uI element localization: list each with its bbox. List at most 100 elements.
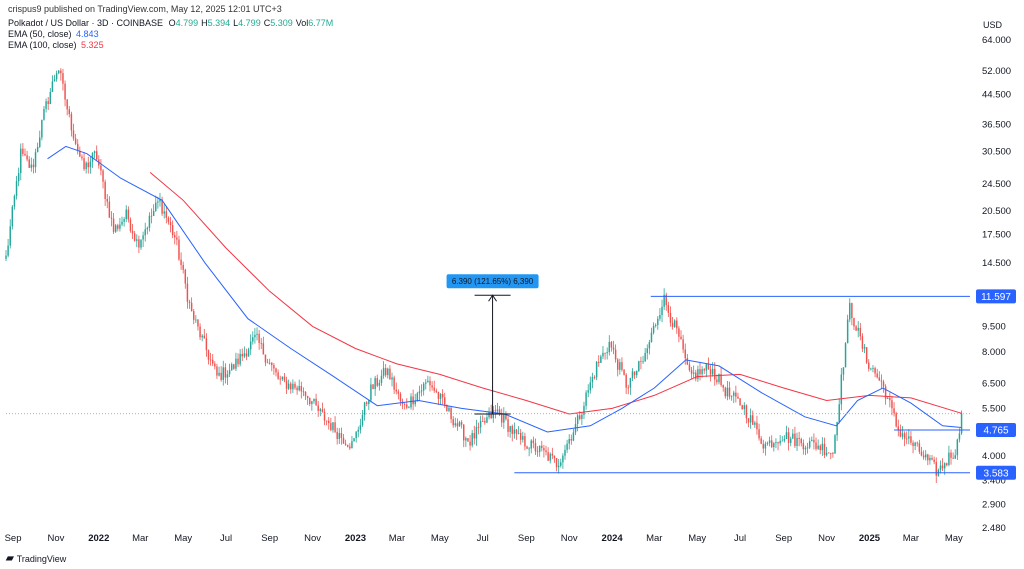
candle bbox=[159, 199, 161, 202]
candle bbox=[836, 422, 838, 436]
candle bbox=[70, 114, 73, 131]
publisher-note: crispus9 published on TradingView.com, M… bbox=[8, 4, 282, 14]
candle bbox=[311, 401, 313, 404]
candle bbox=[536, 451, 539, 453]
candle bbox=[180, 259, 182, 266]
candle bbox=[671, 322, 674, 327]
candle bbox=[519, 432, 522, 440]
x-tick-label: Mar bbox=[132, 533, 148, 544]
candle bbox=[806, 447, 809, 449]
candle bbox=[581, 414, 583, 419]
candle bbox=[522, 436, 524, 440]
candle bbox=[530, 440, 532, 449]
candle bbox=[705, 364, 708, 371]
candle bbox=[429, 380, 431, 386]
candle bbox=[418, 391, 421, 394]
y-tick-label: 44.500 bbox=[982, 90, 1011, 101]
candle bbox=[304, 391, 307, 396]
candle bbox=[408, 407, 410, 409]
candle bbox=[682, 339, 684, 350]
candle bbox=[614, 349, 617, 360]
candle bbox=[800, 439, 802, 444]
candle bbox=[292, 383, 294, 390]
candle bbox=[927, 454, 929, 461]
x-tick-label: Mar bbox=[903, 533, 919, 544]
ohlc-label-h: H bbox=[201, 18, 208, 28]
candle bbox=[207, 350, 210, 360]
candle bbox=[802, 443, 805, 450]
candle bbox=[695, 372, 697, 380]
candle bbox=[226, 374, 229, 378]
candle bbox=[74, 138, 77, 144]
candle bbox=[821, 443, 824, 451]
candle bbox=[256, 333, 258, 335]
ohlc-label-o: O bbox=[168, 18, 176, 28]
candle bbox=[775, 442, 777, 444]
candle bbox=[427, 380, 429, 383]
measure-label: 6.390 (121.65%) 6,390 bbox=[452, 277, 534, 286]
candle bbox=[534, 443, 537, 452]
measure-label-box bbox=[446, 274, 539, 289]
currency-label: USD bbox=[982, 20, 1002, 30]
candle bbox=[300, 386, 303, 392]
candle bbox=[886, 397, 889, 399]
candle bbox=[258, 333, 260, 343]
candle bbox=[498, 409, 501, 414]
candle bbox=[403, 404, 406, 405]
candle bbox=[479, 421, 482, 428]
y-tick-label: 6.500 bbox=[982, 378, 1006, 389]
candle bbox=[431, 385, 433, 388]
candle bbox=[718, 374, 720, 383]
ema50-legend[interactable]: EMA (50, close) 4.843 bbox=[8, 29, 333, 40]
candle bbox=[43, 108, 45, 120]
candle bbox=[357, 429, 360, 432]
candle bbox=[899, 429, 902, 437]
candle bbox=[777, 442, 779, 444]
candle bbox=[444, 397, 446, 405]
x-tick-label: Nov bbox=[47, 533, 64, 544]
x-tick-label: May bbox=[174, 533, 192, 544]
candle bbox=[593, 377, 596, 378]
candle bbox=[524, 436, 526, 447]
ema100-legend[interactable]: EMA (100, close) 5.325 bbox=[8, 40, 333, 51]
candle bbox=[346, 444, 349, 447]
candle bbox=[733, 392, 735, 396]
candle bbox=[893, 408, 895, 414]
candle bbox=[197, 319, 199, 327]
candle bbox=[247, 349, 250, 357]
candle bbox=[370, 384, 372, 401]
ema100-line bbox=[149, 172, 962, 415]
candle bbox=[325, 420, 328, 422]
candle bbox=[138, 239, 140, 248]
candle bbox=[249, 341, 252, 350]
candle bbox=[437, 391, 440, 399]
candle bbox=[148, 215, 151, 228]
candle bbox=[144, 229, 146, 236]
candle bbox=[505, 414, 507, 420]
candle bbox=[64, 83, 66, 100]
symbol-title[interactable]: Polkadot / US Dollar · 3D · COINBASE bbox=[8, 18, 164, 28]
candle bbox=[914, 442, 916, 446]
y-tick-label: 3.400 bbox=[982, 476, 1006, 487]
ohlc-values: O4.799 H5.394 L4.799 C5.309 Vol6.77M bbox=[166, 18, 334, 28]
candle bbox=[798, 437, 800, 440]
candle bbox=[880, 380, 883, 382]
candle bbox=[446, 404, 448, 411]
ohlc-value-l: 4.799 bbox=[238, 18, 261, 28]
y-tick-label: 30.500 bbox=[982, 146, 1011, 157]
x-tick-label: Nov bbox=[304, 533, 321, 544]
candle bbox=[406, 404, 408, 408]
candle bbox=[176, 237, 178, 240]
candle bbox=[129, 219, 132, 231]
candle bbox=[361, 415, 364, 426]
candle bbox=[842, 367, 845, 375]
candle bbox=[591, 377, 594, 383]
candle bbox=[747, 418, 750, 423]
candle bbox=[766, 442, 769, 444]
tradingview-logo[interactable]: ▰ TradingView bbox=[6, 553, 66, 564]
candle bbox=[929, 457, 931, 461]
candle bbox=[954, 455, 956, 459]
candle bbox=[108, 201, 111, 218]
candle bbox=[570, 438, 573, 441]
